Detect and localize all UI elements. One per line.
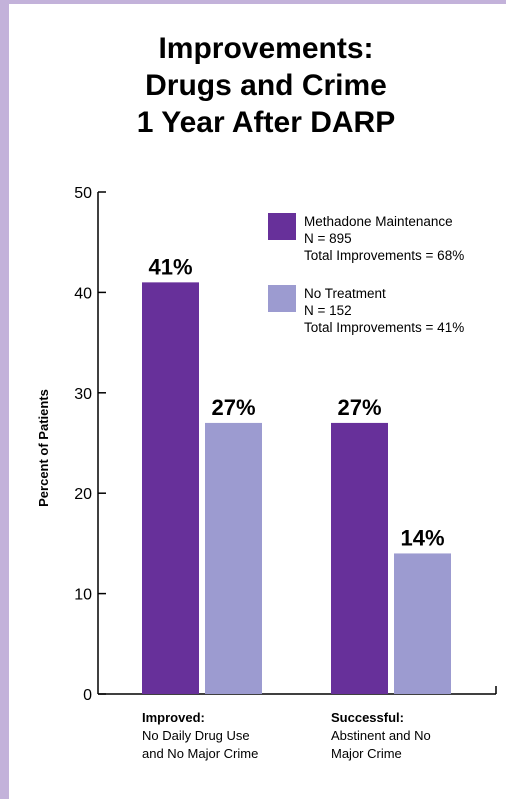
chart-title-line: 1 Year After DARP <box>137 106 395 139</box>
bar-value-label: 14% <box>400 525 444 550</box>
category-label: Improved: <box>142 710 205 725</box>
y-tick-label: 40 <box>74 285 92 302</box>
chart-title-line: Improvements: <box>158 32 373 65</box>
legend-text: No Treatment <box>304 286 386 301</box>
category-label: Major Crime <box>331 746 402 761</box>
y-tick-label: 50 <box>74 185 92 202</box>
y-axis-label: Percent of Patients <box>36 389 51 507</box>
y-tick-label: 30 <box>74 386 92 403</box>
y-tick-label: 20 <box>74 486 92 503</box>
legend-swatch <box>268 285 296 312</box>
category-label: No Daily Drug Use <box>142 728 250 743</box>
bar <box>331 422 388 694</box>
chart-title-line: Drugs and Crime <box>145 69 387 102</box>
bar <box>394 553 451 694</box>
legend-text: Total Improvements = 68% <box>304 248 464 263</box>
bar-value-label: 27% <box>211 395 255 420</box>
y-tick-label: 10 <box>74 587 92 604</box>
bar-value-label: 27% <box>337 395 381 420</box>
bar-value-label: 41% <box>148 254 192 279</box>
legend-text: N = 152 <box>304 303 352 318</box>
bar <box>142 282 199 694</box>
legend-text: Total Improvements = 41% <box>304 320 464 335</box>
legend-text: Methadone Maintenance <box>304 214 453 229</box>
bar <box>205 422 262 694</box>
legend-text: N = 895 <box>304 231 352 246</box>
category-label: and No Major Crime <box>142 746 258 761</box>
category-label: Successful: <box>331 710 404 725</box>
y-tick-label: 0 <box>83 687 92 704</box>
legend-swatch <box>268 213 296 240</box>
category-label: Abstinent and No <box>331 728 431 743</box>
